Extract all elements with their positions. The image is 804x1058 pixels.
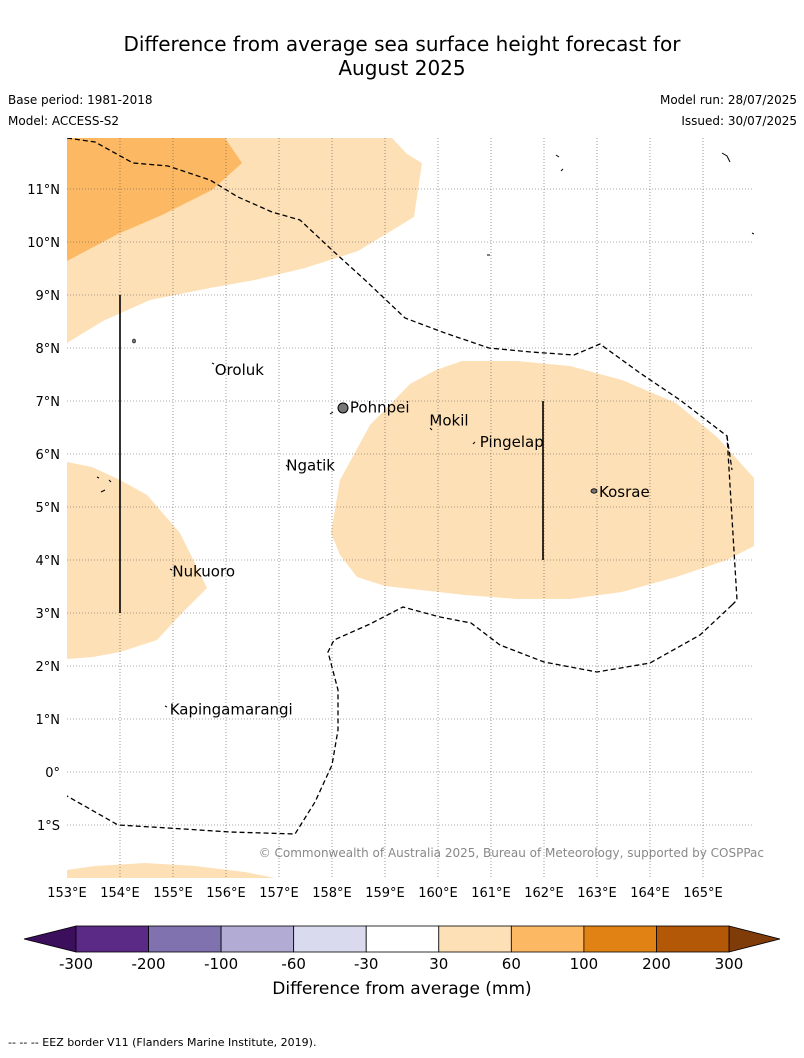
place-label-kosrae: Kosrae	[599, 483, 650, 501]
colorbar-segment	[583, 925, 657, 953]
eez-border-south	[67, 604, 733, 835]
lat-tick-label: 6°N	[36, 448, 61, 463]
anomaly-region-60-100-north	[67, 138, 242, 261]
colorbar-tick-label: -30	[354, 955, 379, 973]
lon-tick-label: 165°E	[683, 886, 723, 901]
lat-tick-label: 1°N	[36, 713, 61, 728]
lat-tick-label: 0°	[45, 766, 60, 781]
eez-border-north	[67, 138, 738, 606]
longitude-labels: 153°E 154°E 155°E 156°E 157°E 158°E 159°E 160°E…	[47, 886, 723, 901]
lat-tick-label: 3°N	[36, 607, 61, 622]
map-title-line-2: August 2025	[338, 56, 466, 80]
colorbar-label: Difference from average (mm)	[272, 979, 532, 999]
lon-tick-label: 154°E	[100, 886, 140, 901]
lon-tick-label: 161°E	[471, 886, 511, 901]
small-island-shape	[132, 338, 136, 344]
place-label-pingelap: Pingelap	[480, 433, 544, 451]
eez-footnote: -- -- -- EEZ border V11 (Flanders Marine…	[8, 1036, 317, 1049]
lat-tick-label: 11°N	[27, 183, 60, 198]
eez-border-kosrae	[726, 435, 733, 471]
colorbar-tick-label: -60	[281, 955, 306, 973]
map-title-line-1: Difference from average sea surface heig…	[123, 32, 681, 56]
lon-tick-label: 153°E	[47, 886, 87, 901]
lat-tick-label: 7°N	[36, 395, 61, 410]
lon-tick-label: 156°E	[206, 886, 246, 901]
colorbar-segment	[365, 925, 440, 953]
map-title: Difference from average sea surface heig…	[0, 32, 804, 80]
lon-tick-label: 159°E	[365, 886, 405, 901]
colorbar-segment	[510, 925, 585, 953]
issued-text: Issued: 30/07/2025	[681, 114, 797, 128]
colorbar-tick-label: 60	[502, 955, 521, 973]
colorbar-tick-label: 300	[715, 955, 744, 973]
colorbar-under-arrow	[23, 925, 77, 953]
lat-tick-label: 10°N	[27, 236, 60, 251]
model-run-text: Model run: 28/07/2025	[659, 93, 797, 107]
lat-tick-label: 8°N	[36, 342, 61, 357]
colorbar-segment	[656, 925, 730, 953]
colorbar-tick-label: -200	[132, 955, 166, 973]
place-label-oroluk: Oroluk	[215, 361, 264, 379]
place-label-pohnpei: Pohnpei	[350, 398, 410, 416]
colorbar-segment	[148, 925, 222, 953]
latitude-labels: 11°N 10°N 9°N 8°N 7°N 6°N 5°N 4°N 3°N 2°N 1°N 0° 1°S	[27, 183, 60, 834]
copyright-text: © Commonwealth of Australia 2025, Bureau…	[259, 846, 764, 860]
colorbar-tick-label: -100	[204, 955, 238, 973]
place-label-kapingamarangi: Kapingamarangi	[170, 700, 293, 718]
place-label-nukuoro: Nukuoro	[172, 563, 235, 581]
kosrae-island-shape	[590, 488, 598, 494]
colorbar-over-arrow	[728, 925, 781, 953]
colorbar: -300 -200 -100 -60 -30 30 60 100 200 300	[23, 925, 781, 973]
place-labels: Oroluk Pohnpei Mokil Pingelap Ngatik Kosrae Nu…	[170, 361, 650, 718]
model-text: Model: ACCESS-S2	[8, 114, 120, 128]
lat-tick-label: 5°N	[36, 501, 61, 516]
lon-tick-label: 162°E	[524, 886, 564, 901]
pohnpei-island-shape	[337, 402, 349, 414]
colorbar-tick-label: 30	[429, 955, 448, 973]
colorbar-tick-label: 200	[642, 955, 671, 973]
colorbar-segment	[293, 925, 367, 953]
base-period-text: Base period: 1981-2018	[8, 93, 153, 107]
lat-gridlines	[67, 188, 754, 826]
place-label-mokil: Mokil	[429, 412, 468, 430]
lon-tick-label: 163°E	[577, 886, 617, 901]
lon-tick-label: 158°E	[312, 886, 352, 901]
lon-tick-label: 157°E	[259, 886, 299, 901]
lon-tick-label: 155°E	[153, 886, 193, 901]
lat-tick-label: 9°N	[36, 289, 61, 304]
colorbar-segment	[220, 925, 295, 953]
colorbar-tick-label: -300	[59, 955, 93, 973]
map-plot-area	[67, 138, 754, 878]
atoll-marks	[96, 152, 754, 708]
lat-tick-label: 2°N	[36, 660, 61, 675]
lon-tick-label: 160°E	[418, 886, 458, 901]
anomaly-region-30-60-west	[67, 462, 207, 659]
lat-tick-label: 1°S	[37, 819, 60, 834]
colorbar-segment	[75, 925, 149, 953]
anomaly-region-30-60-south	[67, 863, 275, 878]
lat-tick-label: 4°N	[36, 554, 61, 569]
colorbar-tick-label: 100	[570, 955, 599, 973]
lon-tick-label: 164°E	[630, 886, 670, 901]
place-label-ngatik: Ngatik	[286, 457, 335, 475]
colorbar-segment	[438, 925, 512, 953]
